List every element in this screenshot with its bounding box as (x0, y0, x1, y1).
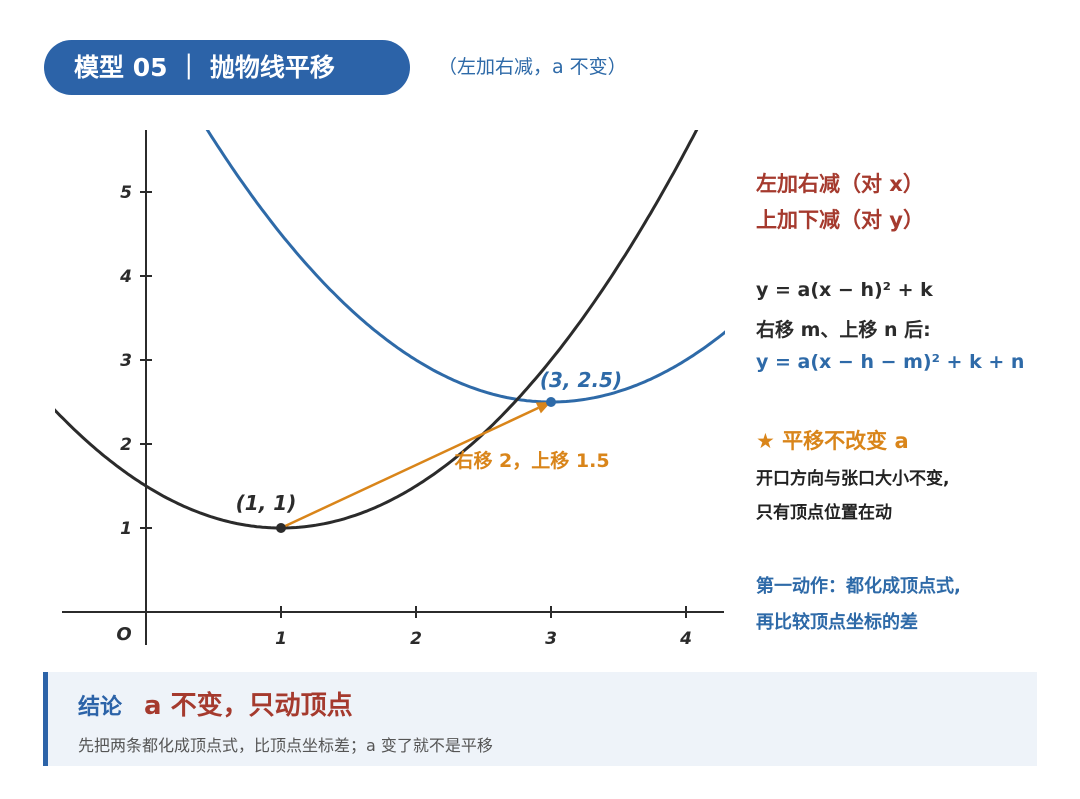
conclusion-label: 结论 (78, 695, 123, 720)
conclusion-main: a 不变，只动顶点 (144, 691, 353, 721)
y-tick-label: 3 (120, 351, 132, 371)
action-line-1: 第一动作：都化成顶点式, (756, 576, 961, 597)
x-tick-label: 3 (545, 629, 557, 649)
x-tick-label: 4 (679, 629, 692, 649)
star-line-1: 开口方向与张口大小不变, (756, 469, 950, 489)
y-tick-label: 2 (120, 435, 132, 455)
y-tick-label: 5 (120, 183, 132, 203)
shifted-parabola (205, 130, 725, 404)
original-parabola (55, 130, 699, 530)
action-line-2: 再比较顶点坐标的差 (756, 612, 918, 633)
title-pill: 模型 05 ｜ 抛物线平移 (44, 40, 410, 95)
x-tick-label: 1 (275, 629, 287, 649)
y-tick-label: 1 (120, 519, 132, 539)
rule-left-right: 左加右减（对 x） (756, 172, 924, 196)
original-vertex-label: (1, 1) (236, 491, 297, 515)
shifted-vertex (546, 397, 556, 407)
conclusion-box (43, 672, 1037, 766)
shift-arrow-label: 右移 2，上移 1.5 (453, 449, 609, 472)
original-vertex (276, 523, 286, 533)
shift-description: 右移 m、上移 n 后: (756, 319, 931, 341)
star-line-2: 只有顶点位置在动 (756, 503, 892, 523)
shifted-vertex-label: (3, 2.5) (540, 368, 622, 392)
origin-label: O (116, 624, 131, 645)
parabola-graph: 1 2 3 4 1 2 3 4 5 O (1, 1) (3, 2.5) 右移 2，上移 1.5 (55, 130, 725, 649)
conclusion-sub: 先把两条都化成顶点式，比顶点坐标差；a 变了就不是平移 (78, 736, 493, 755)
page-title: 模型 05 ｜ 抛物线平移 (74, 53, 335, 82)
vertex-formula: y = a(x − h)² + k (756, 279, 933, 301)
shift-arrow (280, 406, 539, 530)
page-subtitle: （左加右减，a 不变） (438, 56, 627, 78)
conclusion-accent-bar (43, 672, 48, 766)
x-tick-label: 2 (410, 629, 422, 649)
y-tick-label: 4 (119, 267, 132, 287)
shifted-formula: y = a(x − h − m)² + k + n (756, 351, 1025, 373)
star-title: ★ 平移不改变 a (756, 429, 909, 453)
rule-up-down: 上加下减（对 y） (756, 208, 924, 232)
